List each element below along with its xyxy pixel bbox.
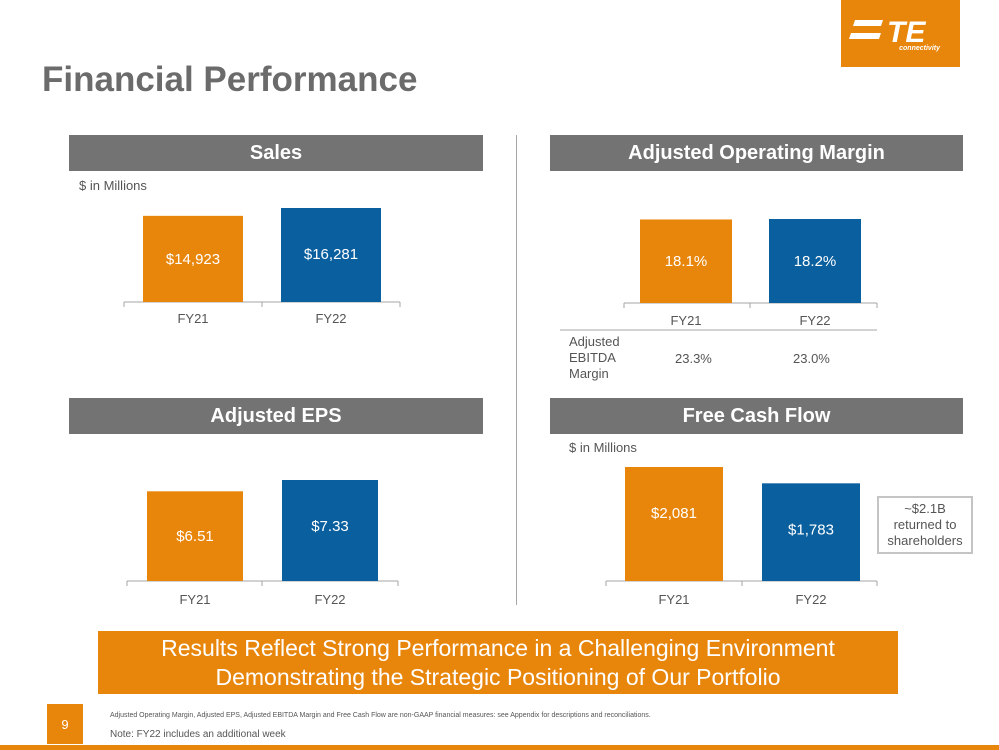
bar-fy22 bbox=[281, 208, 381, 302]
fcf-unit-note: $ in Millions bbox=[569, 440, 637, 455]
callout-line: shareholders bbox=[887, 533, 963, 548]
summary-banner: Results Reflect Strong Performance in a … bbox=[98, 631, 898, 694]
data-label: $14,923 bbox=[166, 251, 220, 268]
banner-line-1: Results Reflect Strong Performance in a … bbox=[161, 634, 835, 661]
logo-subtext: connectivity bbox=[899, 45, 940, 52]
ebitda-value-fy22: 23.0% bbox=[793, 351, 830, 366]
note: Note: FY22 includes an additional week bbox=[110, 729, 286, 740]
ebitda-value-fy21: 23.3% bbox=[675, 351, 712, 366]
bar-fy21 bbox=[625, 467, 723, 581]
ebitda-label: Adjusted EBITDA Margin bbox=[569, 334, 620, 382]
sales-header: Sales bbox=[69, 135, 483, 171]
bar-fy22 bbox=[769, 219, 861, 303]
data-label: $7.33 bbox=[311, 518, 349, 535]
panel-divider bbox=[516, 135, 517, 605]
bar-fy21 bbox=[147, 491, 243, 581]
note-label: Note: bbox=[110, 729, 134, 740]
ebitda-label-line: EBITDA bbox=[569, 350, 616, 365]
data-label: $6.51 bbox=[176, 528, 214, 545]
page-number: 9 bbox=[47, 704, 83, 744]
bottom-rule bbox=[0, 745, 999, 750]
eps-header: Adjusted EPS bbox=[69, 398, 483, 434]
bar-fy21 bbox=[143, 215, 243, 302]
category-label: FY21 bbox=[658, 592, 689, 607]
category-label: FY21 bbox=[177, 311, 208, 326]
te-connectivity-logo: TE connectivity bbox=[841, 0, 960, 67]
shareholder-return-callout: ~$2.1B returned to shareholders bbox=[877, 496, 973, 554]
bar-fy22 bbox=[762, 483, 860, 581]
data-label: $2,081 bbox=[651, 505, 697, 522]
category-label: FY22 bbox=[795, 592, 826, 607]
bar-fy22 bbox=[282, 480, 378, 581]
data-label: 18.1% bbox=[665, 253, 708, 270]
bar-fy21 bbox=[640, 219, 732, 303]
ebitda-label-line: Adjusted bbox=[569, 334, 620, 349]
category-label: FY22 bbox=[315, 311, 346, 326]
sales-unit-note: $ in Millions bbox=[79, 178, 147, 193]
category-label: FY21 bbox=[179, 592, 210, 607]
callout-line: returned to bbox=[893, 517, 957, 532]
footnote: Adjusted Operating Margin, Adjusted EPS,… bbox=[110, 712, 651, 719]
ebitda-label-line: Margin bbox=[569, 366, 609, 381]
callout-line: ~$2.1B bbox=[904, 501, 946, 516]
data-label: 18.2% bbox=[794, 253, 837, 270]
category-label: FY21 bbox=[670, 313, 701, 328]
margin-header: Adjusted Operating Margin bbox=[550, 135, 963, 171]
fcf-header: Free Cash Flow bbox=[550, 398, 963, 434]
svg-text:TE: TE bbox=[887, 16, 926, 49]
te-logo-mark-icon: TE bbox=[849, 16, 926, 49]
category-label: FY22 bbox=[799, 313, 830, 328]
note-text: FY22 includes an additional week bbox=[133, 729, 286, 740]
data-label: $1,783 bbox=[788, 521, 834, 538]
category-label: FY22 bbox=[314, 592, 345, 607]
data-label: $16,281 bbox=[304, 246, 358, 263]
banner-line-2: Demonstrating the Strategic Positioning … bbox=[215, 663, 781, 690]
page-title: Financial Performance bbox=[42, 60, 418, 99]
